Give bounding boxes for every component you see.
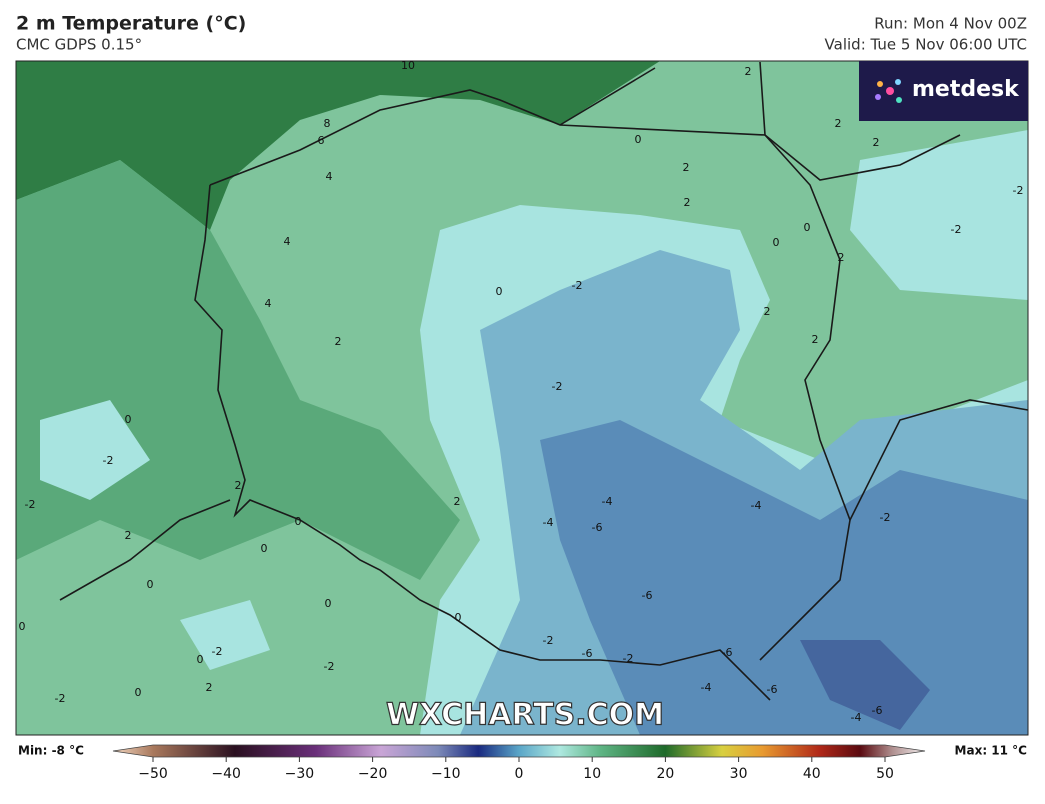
contour-label: 2 xyxy=(764,305,771,318)
contour-label: -4 xyxy=(751,499,762,512)
contour-label: 2 xyxy=(125,529,132,542)
contour-label: 0 xyxy=(804,221,811,234)
contour-label: 0 xyxy=(197,653,204,666)
contour-label: -2 xyxy=(324,660,335,673)
contour-label: -6 xyxy=(642,589,653,602)
region-cool-east xyxy=(850,130,1028,300)
colorbar xyxy=(112,744,926,758)
map xyxy=(16,61,1028,735)
contour-label: 4 xyxy=(265,297,272,310)
contour-label: -2 xyxy=(543,634,554,647)
contour-label: -6 xyxy=(872,704,883,717)
contour-label: 0 xyxy=(325,597,332,610)
contour-label: -4 xyxy=(602,495,613,508)
colorbar-tick-label: 30 xyxy=(730,766,748,782)
contour-label: -4 xyxy=(543,516,554,529)
contour-label: -2 xyxy=(572,279,583,292)
map-frame xyxy=(15,60,1029,736)
contour-label: -2 xyxy=(552,380,563,393)
contour-label: 2 xyxy=(454,495,461,508)
colorbar-tick-label: −30 xyxy=(285,766,315,782)
min-label: Min: -8 °C xyxy=(18,744,84,758)
contour-label: 0 xyxy=(261,542,268,555)
contour-label: -6 xyxy=(582,647,593,660)
contour-label: -2 xyxy=(880,511,891,524)
region-coldest xyxy=(800,640,930,730)
contour-label: 2 xyxy=(206,681,213,694)
contour-label: 0 xyxy=(635,133,642,146)
colorbar-tick-label: 50 xyxy=(876,766,894,782)
contour-label: 2 xyxy=(683,161,690,174)
contour-label: 0 xyxy=(455,611,462,624)
contour-label: 6 xyxy=(318,134,325,147)
borders xyxy=(59,61,1028,701)
colorbar-tick-label: −40 xyxy=(211,766,241,782)
colorbar-tick-label: 40 xyxy=(803,766,821,782)
max-label: Max: 11 °C xyxy=(955,744,1028,758)
contour-label: -6 xyxy=(722,646,733,659)
contour-label: 2 xyxy=(838,251,845,264)
contour-label: -2 xyxy=(1013,184,1024,197)
colorbar-tick-label: 0 xyxy=(515,766,524,782)
contour-label: 2 xyxy=(684,196,691,209)
contour-label: 0 xyxy=(125,413,132,426)
contour-label: -2 xyxy=(951,223,962,236)
run-time: Run: Mon 4 Nov 00Z xyxy=(874,15,1027,33)
contour-label: 2 xyxy=(812,333,819,346)
contour-label: -6 xyxy=(592,521,603,534)
contour-label: 0 xyxy=(19,620,26,633)
contour-label: -2 xyxy=(623,652,634,665)
contour-label: 0 xyxy=(147,578,154,591)
region-cool-west xyxy=(40,400,270,670)
contour-label: 10 xyxy=(401,59,415,72)
watermark: WXCHARTS.COM xyxy=(386,698,664,733)
title: 2 m Temperature (°C) xyxy=(16,13,246,35)
region-warm xyxy=(16,61,660,230)
colorbar-tick-label: 10 xyxy=(583,766,601,782)
contour-label: -4 xyxy=(701,681,712,694)
contour-label: -2 xyxy=(55,692,66,705)
contour-label: -4 xyxy=(851,711,862,724)
contour-label: 8 xyxy=(324,117,331,130)
contour-label: 2 xyxy=(835,117,842,130)
contour-label: 0 xyxy=(496,285,503,298)
contour-label: -2 xyxy=(25,498,36,511)
contour-label: -6 xyxy=(767,683,778,696)
colorbar-tick-label: −50 xyxy=(138,766,168,782)
colorbar-tick-label: −20 xyxy=(358,766,388,782)
contour-label: 0 xyxy=(773,236,780,249)
contour-label: 0 xyxy=(295,515,302,528)
logo-text: metdesk xyxy=(912,77,1020,102)
subtitle: CMC GDPS 0.15° xyxy=(16,36,142,54)
contour-label: 2 xyxy=(235,479,242,492)
contour-label: 2 xyxy=(745,65,752,78)
contour-label: 4 xyxy=(284,235,291,248)
contour-label: 4 xyxy=(326,170,333,183)
contour-label: 2 xyxy=(335,335,342,348)
contour-label: -2 xyxy=(103,454,114,467)
colorbar-tick-label: 20 xyxy=(656,766,674,782)
region-colder xyxy=(540,420,1028,735)
contour-label: 0 xyxy=(135,686,142,699)
contour-label: -2 xyxy=(212,645,223,658)
valid-time: Valid: Tue 5 Nov 06:00 UTC xyxy=(825,36,1027,54)
contour-label: 2 xyxy=(873,136,880,149)
colorbar-tick-label: −10 xyxy=(431,766,461,782)
logo-icon xyxy=(875,79,902,103)
